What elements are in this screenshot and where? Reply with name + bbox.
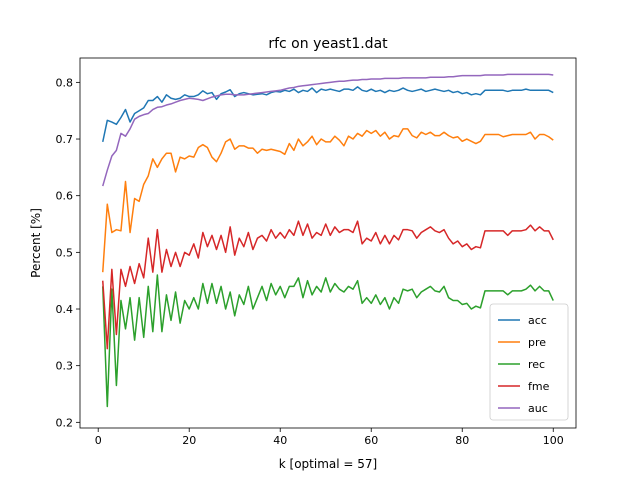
series-line-rec xyxy=(102,274,554,408)
legend: acc pre rec fme auc xyxy=(489,303,569,421)
x-tick-label: 60 xyxy=(364,434,378,447)
x-tick-label: 40 xyxy=(273,434,287,447)
series-lines xyxy=(102,73,554,408)
legend-label-auc: auc xyxy=(528,402,548,415)
legend-label-rec: rec xyxy=(528,358,545,371)
legend-label-fme: fme xyxy=(528,380,550,393)
y-tick-label: 0.7 xyxy=(56,133,74,146)
x-tick-label: 80 xyxy=(455,434,469,447)
chart-title: rfc on yeast1.dat xyxy=(268,36,388,52)
legend-label-acc: acc xyxy=(528,314,547,327)
axis-ticks: 0 20 40 60 80 100 0.2 0.3 0.4 0.5 0.6 0.7 0.8 xyxy=(56,76,564,447)
x-tick-label: 20 xyxy=(182,434,196,447)
series-line-fme xyxy=(102,220,554,350)
series-line-pre xyxy=(102,128,554,273)
legend-label-pre: pre xyxy=(528,336,546,349)
x-tick-label: 0 xyxy=(95,434,102,447)
legend-box xyxy=(489,303,569,421)
x-tick-label: 100 xyxy=(543,434,564,447)
plot-frame xyxy=(79,57,577,429)
x-axis-label: k [optimal = 57] xyxy=(279,457,377,471)
y-tick-label: 0.4 xyxy=(56,303,74,316)
y-tick-label: 0.5 xyxy=(56,246,74,259)
y-tick-label: 0.6 xyxy=(56,190,74,203)
y-tick-label: 0.8 xyxy=(56,76,74,89)
y-tick-label: 0.3 xyxy=(56,360,74,373)
y-axis-label: Percent [%] xyxy=(29,208,43,278)
y-tick-label: 0.2 xyxy=(56,416,74,429)
series-line-auc xyxy=(102,73,554,187)
series-line-acc xyxy=(102,86,554,143)
